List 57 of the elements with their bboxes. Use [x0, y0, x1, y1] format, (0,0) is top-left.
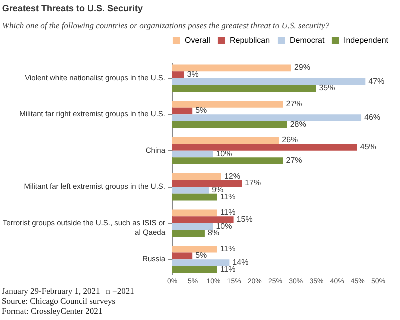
data-label: 47% — [368, 76, 385, 86]
text: January 29-February 1, 2021 | n =2021 — [2, 286, 136, 296]
bar — [172, 85, 316, 92]
data-label: 26% — [282, 136, 298, 145]
bar — [172, 246, 218, 253]
bar — [172, 216, 234, 224]
data-label: 15% — [236, 214, 253, 224]
bar — [172, 101, 284, 108]
bar — [172, 72, 184, 78]
data-label: 5% — [196, 251, 208, 260]
bar — [172, 150, 214, 158]
bar — [172, 180, 242, 188]
data-label: 27% — [286, 156, 302, 166]
bar — [172, 187, 210, 194]
bar — [172, 158, 284, 164]
data-label: 35% — [319, 84, 336, 93]
bar — [172, 210, 218, 217]
bar — [172, 194, 218, 201]
data-label: 9% — [212, 186, 224, 195]
data-label: 17% — [245, 178, 262, 188]
data-label: 12% — [224, 172, 240, 181]
legend-label: Overall — [185, 36, 211, 45]
data-label: 29% — [294, 63, 310, 72]
data-label: 10% — [216, 222, 232, 231]
bar — [172, 114, 362, 122]
bar — [172, 144, 358, 151]
data-label: 11% — [220, 208, 236, 218]
data-label: 27% — [286, 99, 302, 108]
text: Greatest Threats to U.S. Security — [2, 4, 143, 14]
bar — [172, 64, 292, 72]
data-label: 3% — [187, 70, 199, 80]
bar — [172, 121, 288, 128]
data-label: 14% — [232, 258, 249, 267]
legend-label: Democrat — [290, 36, 326, 45]
data-label: 10% — [216, 149, 232, 158]
legend-label: Independent — [344, 36, 390, 45]
text: Format: CrossleyCenter 2021 — [2, 306, 104, 316]
data-label: 11% — [220, 244, 236, 254]
data-label: 11% — [220, 192, 236, 202]
data-label: 5% — [196, 106, 208, 116]
bar — [172, 223, 214, 230]
legend-label: Republican — [230, 36, 270, 45]
chart-subtitle: Which one of the following countries or organizations poses the greatest threat to U.S. security? — [2, 20, 330, 30]
bar — [172, 252, 193, 260]
bar — [172, 260, 230, 266]
source-note: Source: Chicago Council surveys — [2, 296, 117, 306]
bar — [172, 174, 222, 180]
bar — [172, 137, 280, 144]
data-label: 46% — [364, 113, 381, 122]
data-label: 11% — [220, 264, 236, 274]
data-label: 45% — [360, 142, 376, 152]
bar — [172, 266, 218, 274]
bar — [172, 78, 366, 86]
bar — [172, 108, 193, 115]
bar — [172, 230, 205, 237]
data-label: 8% — [208, 228, 220, 238]
data-label: 28% — [290, 120, 306, 129]
